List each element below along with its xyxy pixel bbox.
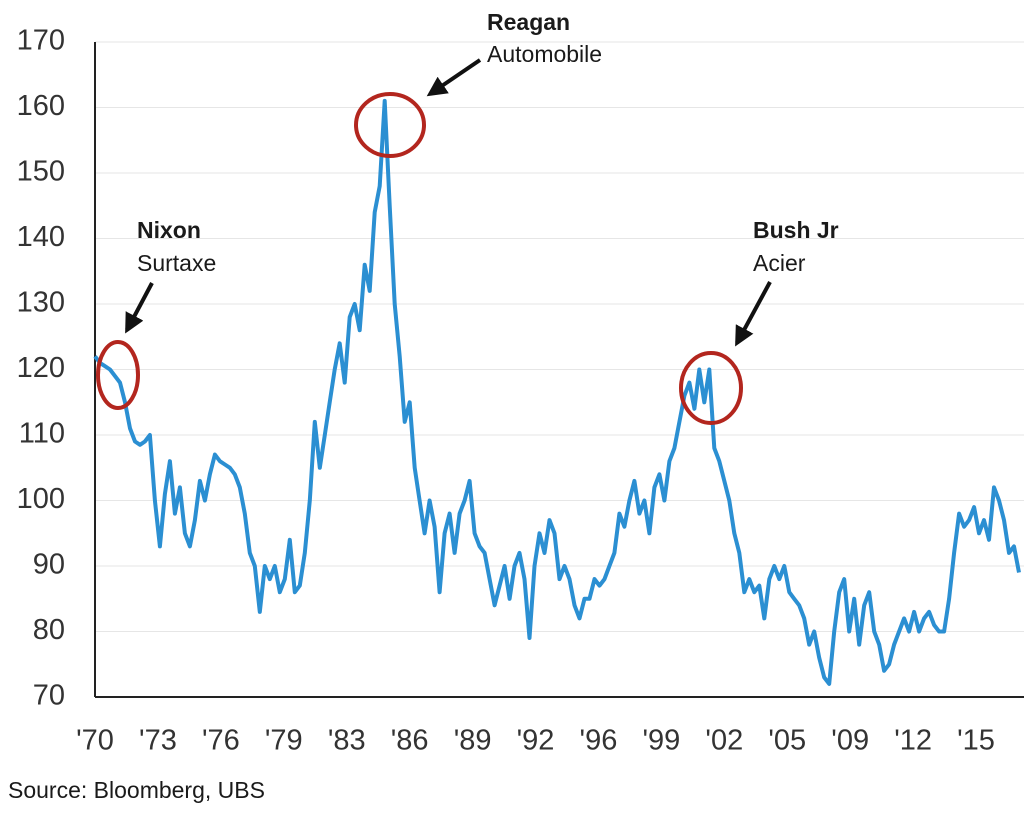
y-tick-label: 70 bbox=[33, 680, 65, 712]
x-tick-label: '02 bbox=[705, 725, 743, 757]
x-tick-label: '05 bbox=[768, 725, 806, 757]
annotation-text: Acier bbox=[753, 250, 806, 276]
grid bbox=[95, 41, 1024, 698]
y-tick-label: 110 bbox=[19, 418, 65, 450]
y-tick-label: 100 bbox=[17, 483, 65, 515]
highlight-circle bbox=[96, 340, 140, 410]
line-series bbox=[93, 98, 1021, 686]
y-tick-label: 130 bbox=[17, 287, 65, 319]
x-tick-label: '79 bbox=[265, 725, 303, 757]
x-tick-label: '15 bbox=[957, 725, 995, 757]
arrow bbox=[125, 282, 154, 334]
x-tick-label: '86 bbox=[391, 725, 429, 757]
y-tick-label: 120 bbox=[17, 352, 65, 384]
x-tick-label: '73 bbox=[139, 725, 177, 757]
y-tick-label: 150 bbox=[17, 156, 65, 188]
x-tick-label: '83 bbox=[328, 725, 366, 757]
y-tick-label: 170 bbox=[17, 25, 65, 57]
x-tick-label: '76 bbox=[202, 725, 240, 757]
x-tick-label: '09 bbox=[831, 725, 869, 757]
y-tick-label: 160 bbox=[17, 90, 65, 122]
x-tick-label: '92 bbox=[517, 725, 555, 757]
x-tick-label: '89 bbox=[454, 725, 492, 757]
highlight-circle bbox=[354, 92, 426, 158]
arrows bbox=[125, 58, 772, 347]
annotation-text: Automobile bbox=[487, 41, 602, 67]
y-tick-label: 80 bbox=[33, 614, 65, 646]
y-tick-label: 140 bbox=[17, 221, 65, 253]
annotation-text: Surtaxe bbox=[137, 250, 216, 276]
x-tick-label: '99 bbox=[642, 725, 680, 757]
series bbox=[93, 98, 1021, 686]
arrow bbox=[735, 281, 772, 347]
y-tick-label: 90 bbox=[33, 549, 65, 581]
highlight-circle bbox=[679, 351, 743, 425]
x-tick-label: '12 bbox=[894, 725, 932, 757]
x-tick-label: '70 bbox=[76, 725, 114, 757]
source: Source: Bloomberg, UBS bbox=[8, 777, 265, 803]
annotation-title: Nixon bbox=[137, 217, 201, 243]
highlights bbox=[96, 92, 743, 425]
arrow bbox=[426, 58, 482, 97]
x-tick-label: '96 bbox=[580, 725, 618, 757]
annotation-title: Reagan bbox=[487, 9, 570, 35]
annotation-title: Bush Jr bbox=[753, 217, 839, 243]
